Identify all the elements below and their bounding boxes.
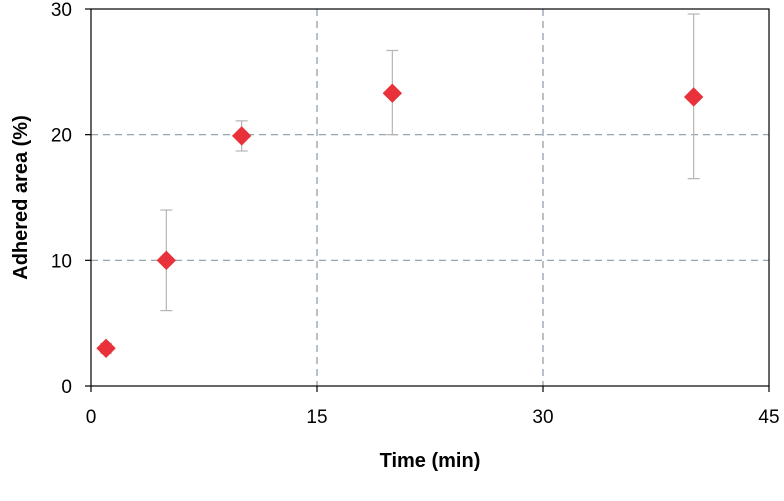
data-markers (96, 83, 704, 359)
x-tick-label: 0 (86, 407, 97, 428)
data-point (231, 126, 252, 146)
y-axis-ticks: 0 10 20 30 (51, 0, 91, 398)
x-axis-ticks: 0 15 30 45 (86, 386, 780, 428)
grid-lines (91, 9, 769, 386)
data-point (683, 87, 704, 107)
x-tick-label: 30 (532, 407, 553, 428)
x-tick-label: 45 (758, 407, 779, 428)
x-axis-label: Time (min) (380, 450, 481, 472)
y-tick-label: 10 (51, 251, 72, 272)
plot-area (90, 8, 770, 387)
y-axis-label: Adhered area (%) (10, 115, 32, 280)
data-point (382, 83, 403, 103)
x-tick-label: 15 (306, 407, 327, 428)
error-bars (100, 13, 700, 354)
y-tick-label: 0 (61, 377, 72, 398)
y-tick-label: 30 (51, 0, 72, 21)
y-tick-label: 20 (51, 126, 72, 147)
data-point (96, 338, 116, 359)
data-point (156, 250, 177, 271)
